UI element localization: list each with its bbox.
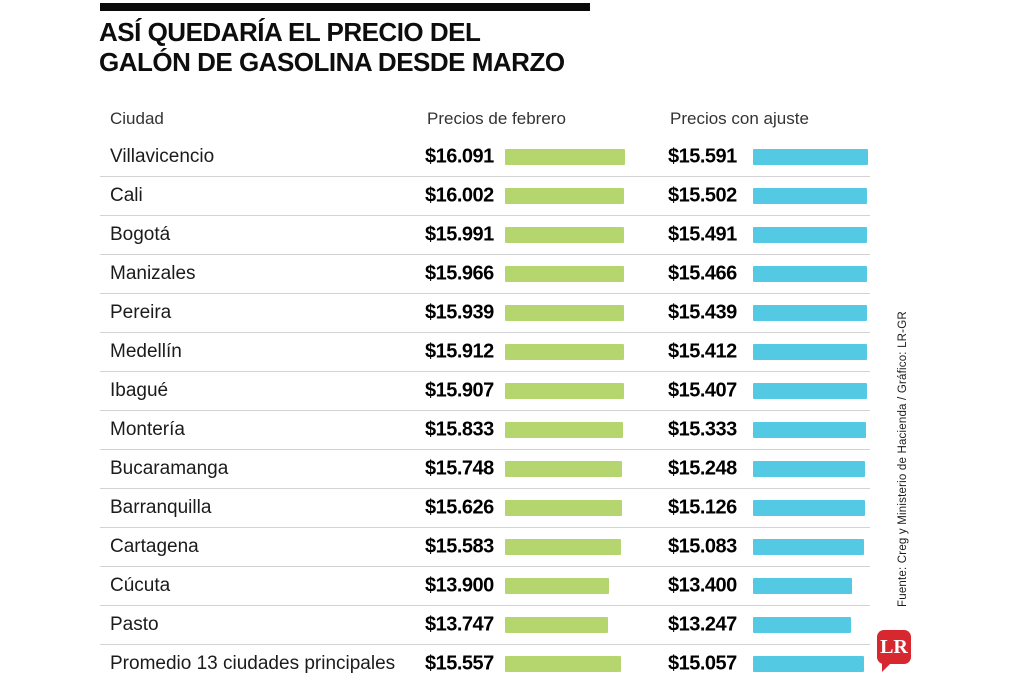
adjusted-price-value: $15.333 [668, 418, 737, 441]
adjusted-price-bar [753, 227, 867, 243]
adjusted-price-value: $15.502 [668, 184, 737, 207]
february-price-value: $15.912 [425, 340, 494, 363]
city-label: Manizales [110, 263, 196, 284]
city-label: Montería [110, 419, 185, 440]
february-price-bar [505, 305, 624, 321]
source-credit: Fuente: Creg y Ministerio de Hacienda / … [897, 311, 909, 607]
city-label: Bucaramanga [110, 458, 229, 479]
february-price-value: $13.747 [425, 613, 494, 636]
adjusted-price-bar [753, 188, 867, 204]
column-header-precios-ajuste: Precios con ajuste [670, 109, 809, 128]
february-price-value: $13.900 [425, 574, 494, 597]
february-price-value: $15.557 [425, 652, 494, 675]
february-price-bar [505, 461, 622, 477]
adjusted-price-value: $13.247 [668, 613, 737, 636]
adjusted-price-bar [753, 344, 867, 360]
february-price-bar [505, 617, 608, 633]
adjusted-price-bar [753, 656, 864, 672]
february-price-bar [505, 383, 624, 399]
table-row: Cúcuta $13.900 $13.400 [100, 567, 870, 606]
adjusted-price-bar [753, 149, 868, 165]
adjusted-price-bar [753, 305, 867, 321]
table-row: Promedio 13 ciudades principales $15.557… [100, 645, 870, 683]
adjusted-price-bar [753, 578, 852, 594]
february-price-bar [505, 578, 609, 594]
title-line-2: GALÓN DE GASOLINA DESDE MARZO [99, 47, 565, 77]
february-price-bar [505, 344, 624, 360]
adjusted-price-value: $15.126 [668, 496, 737, 519]
february-price-value: $15.748 [425, 457, 494, 480]
february-price-value: $15.907 [425, 379, 494, 402]
city-label: Pereira [110, 302, 172, 323]
table-row: Cartagena $15.583 $15.083 [100, 528, 870, 567]
adjusted-price-bar [753, 539, 864, 555]
city-label: Promedio 13 ciudades principales [110, 653, 396, 674]
adjusted-price-bar [753, 617, 851, 633]
february-price-value: $15.626 [425, 496, 494, 519]
february-price-bar [505, 149, 625, 165]
table-row: Pasto $13.747 $13.247 [100, 606, 870, 645]
february-price-bar [505, 422, 623, 438]
adjusted-price-value: $15.491 [668, 223, 737, 246]
lr-logo: LR [877, 630, 911, 672]
february-price-value: $15.939 [425, 301, 494, 324]
adjusted-price-value: $15.412 [668, 340, 737, 363]
february-price-value: $15.833 [425, 418, 494, 441]
table-row: Bogotá $15.991 $15.491 [100, 216, 870, 255]
table-row: Pereira $15.939 $15.439 [100, 294, 870, 333]
table-row: Villavicencio $16.091 $15.591 [100, 138, 870, 177]
city-label: Ibagué [110, 380, 169, 401]
february-price-bar [505, 539, 621, 555]
city-label: Barranquilla [110, 497, 212, 518]
adjusted-price-bar [753, 461, 865, 477]
adjusted-price-value: $15.466 [668, 262, 737, 285]
february-price-bar [505, 500, 622, 516]
page-title: ASÍ QUEDARÍA EL PRECIO DEL GALÓN DE GASOL… [99, 17, 565, 77]
february-price-value: $16.091 [425, 145, 494, 168]
price-table: Villavicencio $16.091 $15.591 Cali $16.0… [100, 138, 870, 683]
adjusted-price-value: $15.083 [668, 535, 737, 558]
table-row: Cali $16.002 $15.502 [100, 177, 870, 216]
city-label: Cali [110, 185, 143, 206]
lr-logo-text: LR [880, 636, 908, 658]
table-row: Barranquilla $15.626 $15.126 [100, 489, 870, 528]
february-price-value: $15.966 [425, 262, 494, 285]
adjusted-price-value: $13.400 [668, 574, 737, 597]
table-row: Manizales $15.966 $15.466 [100, 255, 870, 294]
city-label: Villavicencio [110, 146, 215, 167]
table-row: Bucaramanga $15.748 $15.248 [100, 450, 870, 489]
adjusted-price-bar [753, 266, 867, 282]
february-price-bar [505, 227, 624, 243]
february-price-value: $15.583 [425, 535, 494, 558]
february-price-value: $15.991 [425, 223, 494, 246]
adjusted-price-value: $15.439 [668, 301, 737, 324]
february-price-bar [505, 266, 624, 282]
title-rule [100, 3, 590, 11]
table-row: Ibagué $15.907 $15.407 [100, 372, 870, 411]
february-price-bar [505, 656, 621, 672]
city-label: Bogotá [110, 224, 171, 245]
adjusted-price-value: $15.248 [668, 457, 737, 480]
city-label: Cartagena [110, 536, 199, 557]
adjusted-price-value: $15.057 [668, 652, 737, 675]
title-line-1: ASÍ QUEDARÍA EL PRECIO DEL [99, 17, 481, 47]
february-price-value: $16.002 [425, 184, 494, 207]
column-header-precios-febrero: Precios de febrero [427, 109, 566, 128]
adjusted-price-value: $15.407 [668, 379, 737, 402]
city-label: Medellín [110, 341, 182, 362]
adjusted-price-bar [753, 500, 865, 516]
table-row: Medellín $15.912 $15.412 [100, 333, 870, 372]
city-label: Pasto [110, 614, 159, 635]
column-header-ciudad: Ciudad [110, 109, 164, 128]
adjusted-price-bar [753, 422, 866, 438]
adjusted-price-bar [753, 383, 867, 399]
table-row: Montería $15.833 $15.333 [100, 411, 870, 450]
adjusted-price-value: $15.591 [668, 145, 737, 168]
city-label: Cúcuta [110, 575, 171, 596]
february-price-bar [505, 188, 624, 204]
